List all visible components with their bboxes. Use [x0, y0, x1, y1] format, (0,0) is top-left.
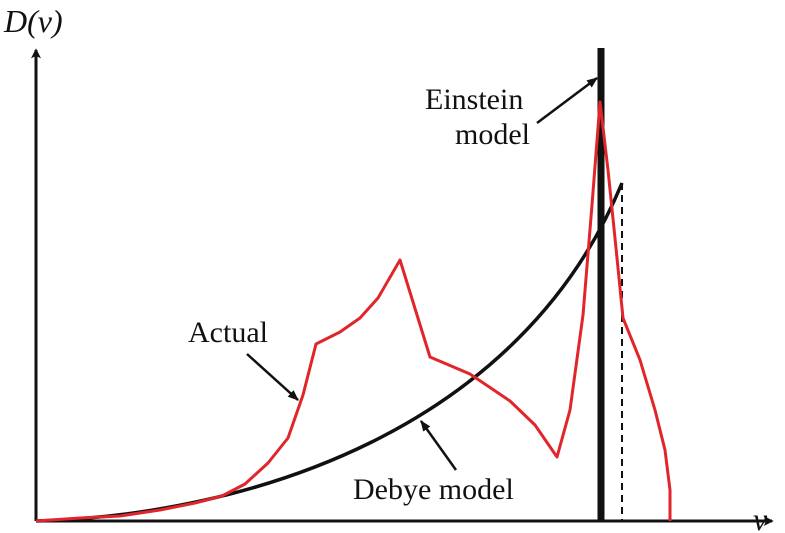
- y-axis-label: D(ν): [3, 3, 63, 39]
- einstein-label-line1: Einstein: [425, 83, 523, 116]
- debye-model-curve: [35, 182, 624, 523]
- debye-pointer-arrow: [419, 420, 458, 471]
- debye-label: Debye model: [353, 473, 514, 506]
- einstein-label-line2: model: [455, 118, 530, 151]
- einstein-pointer-arrow: [536, 77, 598, 124]
- actual-dos-curve: [35, 100, 672, 523]
- x-axis-label: ν: [753, 501, 768, 533]
- actual-pointer-arrow: [246, 353, 299, 401]
- actual-label: Actual: [188, 316, 268, 349]
